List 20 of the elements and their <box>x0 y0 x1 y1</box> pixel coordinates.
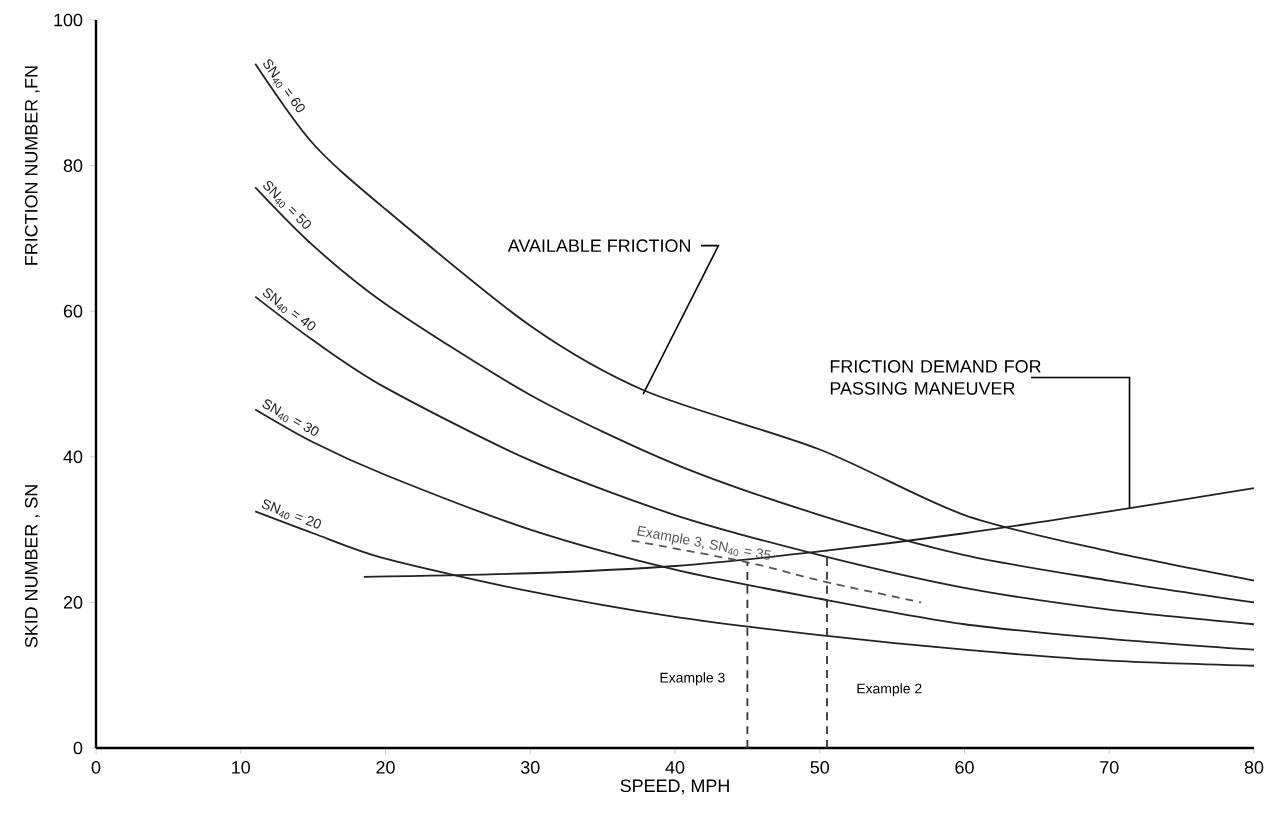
x-tick-label: 50 <box>810 761 830 774</box>
y-axis-title: SKID NUMBER , SN <box>24 485 40 648</box>
y-tick-label: 20 <box>63 596 83 609</box>
x-tick-label: 10 <box>232 761 251 774</box>
x-tick-label: 40 <box>665 761 685 774</box>
annotation: AVAILABLE FRICTION <box>507 239 690 253</box>
x-tick-label: 80 <box>1244 761 1264 774</box>
x-tick-label: 0 <box>91 761 101 774</box>
y-tick-label: 0 <box>73 741 83 755</box>
y-tick-label: 80 <box>63 159 83 172</box>
annotation: FRICTION DEMAND FOR PASSING MANEUVER <box>830 360 1041 395</box>
y-tick-label: 60 <box>63 304 83 318</box>
x-axis-title: SPEED, MPH <box>620 779 729 795</box>
text: FRICTION NUMBER ,FN <box>24 66 40 265</box>
x-tick-label: 30 <box>520 761 540 774</box>
x-tick-label: 60 <box>955 761 974 774</box>
x-tick-label: 20 <box>376 761 395 774</box>
x-tick-label: 70 <box>1100 761 1119 774</box>
y-tick-label: 40 <box>63 450 83 464</box>
y-tick-label: 100 <box>54 13 83 27</box>
